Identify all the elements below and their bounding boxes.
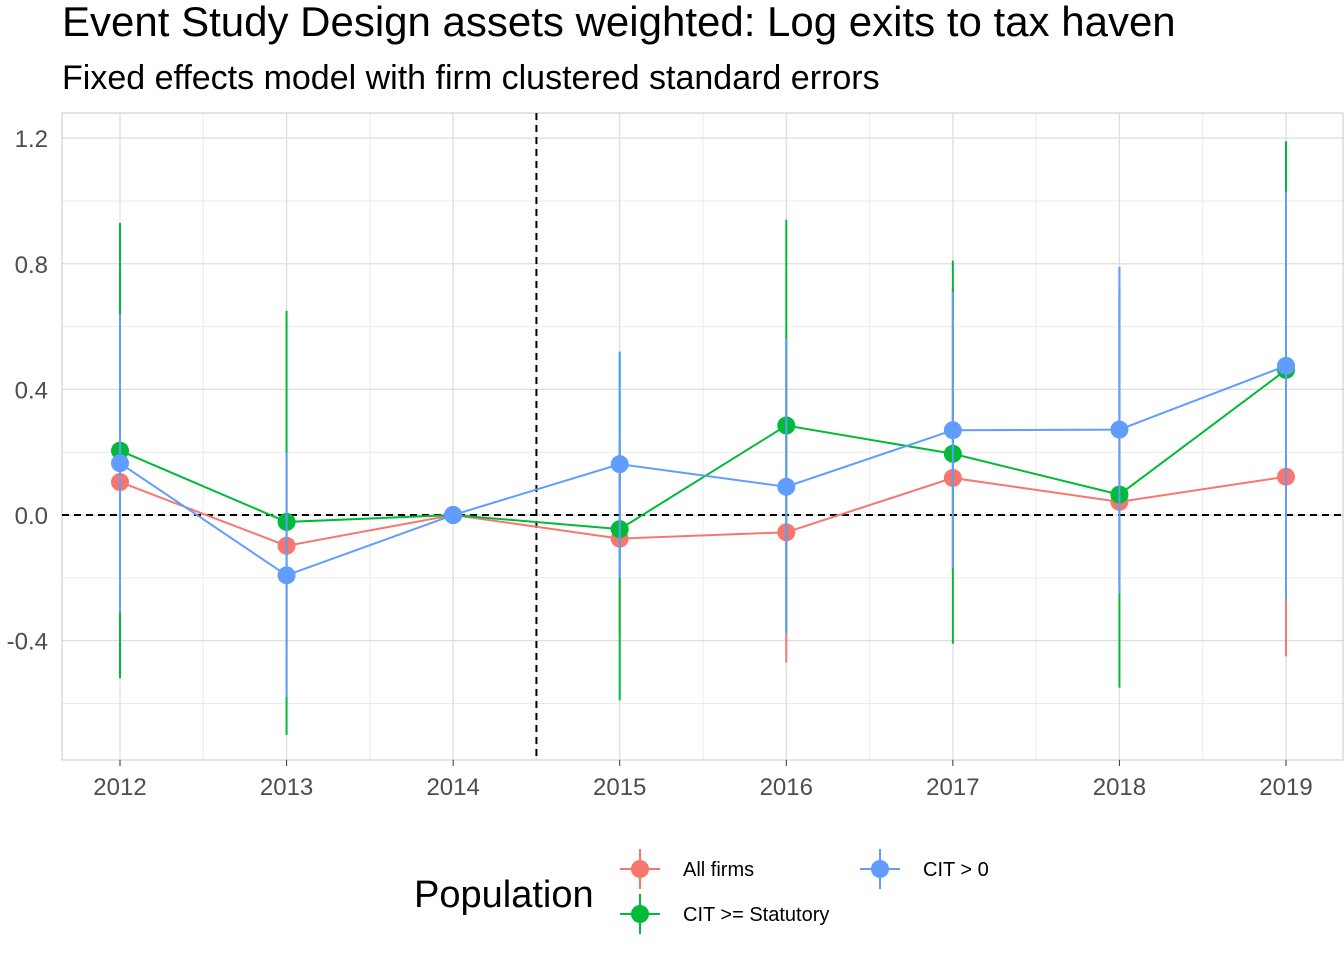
data-point [277,566,296,585]
x-tick-label: 2012 [93,774,146,801]
x-tick-label: 2016 [760,774,813,801]
legend-key-cit-statutory: CIT >= Statutory [620,894,829,934]
legend-label: All firms [683,859,754,881]
data-point [943,421,962,440]
grid [61,112,1344,761]
legend-key-point [871,860,889,878]
x-tick-label: 2017 [926,774,979,801]
y-tick-label: 1.2 [15,126,48,153]
data-point [610,455,629,474]
x-tick-label: 2013 [260,774,313,801]
data-point [1277,356,1295,375]
series-line [119,364,1287,577]
panel-border [61,112,1344,761]
series-line [119,369,1287,531]
y-tick-label: -0.4 [7,629,48,656]
reference-lines [62,113,1344,760]
legend-key-point [631,905,649,923]
axes: -0.4 0.0 0.4 0.8 1.2 2012 2013 2014 2015 2016 2017… [7,126,1313,801]
series-layer [111,141,1295,735]
data-point [1110,420,1129,439]
data-point [111,454,129,473]
x-tick-label: 2019 [1259,774,1312,801]
legend: Population All firms CIT >= Statutory CIT … [414,849,989,934]
legend-label: CIT > 0 [923,859,989,881]
x-tick-label: 2015 [593,774,646,801]
legend-key-cit-0: CIT > 0 [860,849,989,889]
legend-key-all-firms: All firms [620,849,754,889]
x-tick-label: 2018 [1093,774,1146,801]
legend-title: Population [414,874,594,916]
y-tick-label: 0.4 [15,377,48,404]
data-point [444,506,463,525]
data-point [777,477,796,496]
y-tick-label: 0.8 [15,252,48,279]
legend-label: CIT >= Statutory [683,904,829,926]
chart-title: Event Study Design assets weighted: Log … [62,0,1176,45]
series-line [119,475,1287,547]
series-cit-0 [111,191,1295,698]
x-tick-label: 2014 [426,774,479,801]
chart-subtitle: Fixed effects model with firm clustered … [62,59,880,97]
legend-key-point [631,860,649,878]
y-tick-label: 0.0 [15,503,48,530]
